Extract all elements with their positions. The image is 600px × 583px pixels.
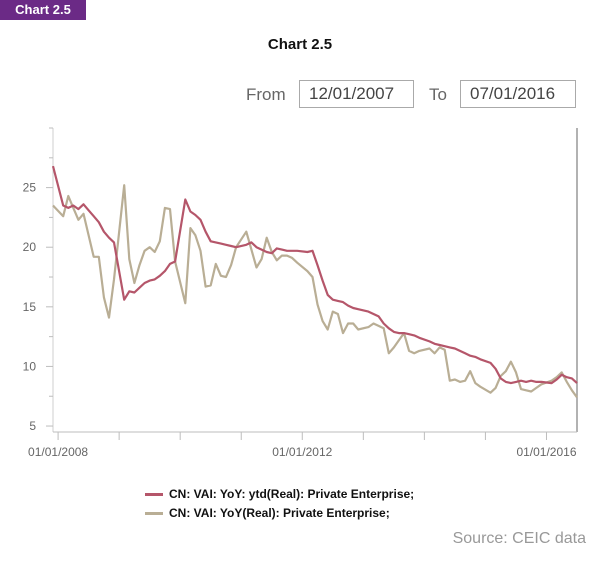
chart-title: Chart 2.5 — [267, 36, 333, 53]
legend-item-ytd[interactable]: CN: VAI: YoY: ytd(Real): Private Enterpr… — [145, 487, 414, 501]
from-date-input[interactable]: 12/01/2007 — [299, 80, 414, 108]
y-tick-label: 15 — [23, 300, 37, 314]
source-note: Source: CEIC data — [452, 530, 586, 547]
x-tick-label: 01/01/2016 — [516, 445, 576, 459]
legend-swatch-yoy — [145, 512, 163, 516]
legend-label-yoy: CN: VAI: YoY(Real): Private Enterprise; — [169, 506, 390, 520]
from-label: From — [246, 85, 286, 104]
y-tick-label: 5 — [29, 419, 36, 433]
y-tick-label: 25 — [23, 181, 37, 195]
to-date-input[interactable]: 07/01/2016 — [460, 80, 576, 108]
x-tick-label: 01/01/2012 — [272, 445, 332, 459]
chart-tag: Chart 2.5 — [0, 0, 86, 20]
series-line-ytd — [51, 165, 578, 385]
x-tick-label: 01/01/2008 — [28, 445, 88, 459]
y-tick-label: 20 — [23, 240, 37, 254]
legend-swatch-ytd — [145, 493, 163, 497]
legend-label-ytd: CN: VAI: YoY: ytd(Real): Private Enterpr… — [169, 487, 415, 501]
y-tick-label: 10 — [23, 359, 37, 373]
series-line-yoy — [52, 184, 578, 399]
to-label: To — [429, 85, 447, 104]
legend-item-yoy[interactable]: CN: VAI: YoY(Real): Private Enterprise; — [145, 506, 390, 520]
